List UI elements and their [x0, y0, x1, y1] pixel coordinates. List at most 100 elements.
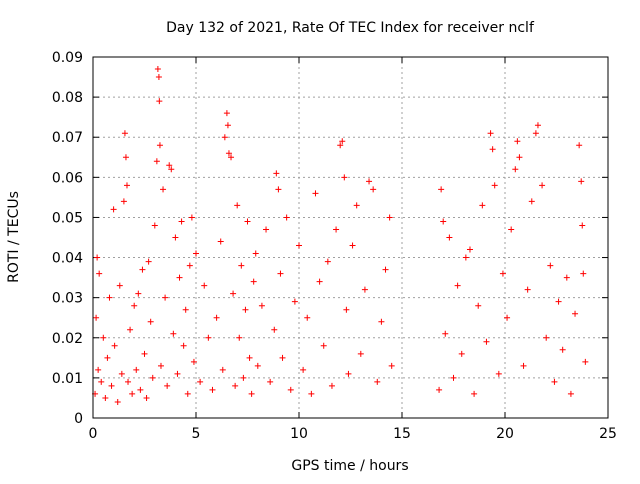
grid-lines	[93, 57, 608, 418]
roti-point	[121, 130, 128, 137]
roti-point	[582, 358, 589, 365]
roti-point	[487, 130, 494, 137]
roti-point	[328, 382, 335, 389]
y-tick-label: 0.01	[52, 371, 83, 387]
roti-point	[164, 382, 171, 389]
y-tick-label: 0.08	[52, 90, 83, 106]
x-tick-label: 5	[192, 426, 201, 442]
roti-point	[563, 274, 570, 281]
roti-point	[186, 262, 193, 269]
roti-point	[543, 334, 550, 341]
roti-point	[491, 182, 498, 189]
roti-point	[532, 130, 539, 137]
roti-point	[232, 382, 239, 389]
roti-point	[559, 346, 566, 353]
roti-point	[221, 134, 228, 141]
roti-point	[154, 66, 161, 73]
roti-point	[512, 166, 519, 173]
roti-point	[95, 366, 102, 373]
roti-point	[116, 282, 123, 289]
roti-point	[462, 254, 469, 261]
roti-point	[471, 390, 478, 397]
roti-point	[279, 354, 286, 361]
roti-point	[440, 218, 447, 225]
roti-point	[188, 214, 195, 221]
roti-point	[567, 390, 574, 397]
y-tick-label: 0.07	[52, 130, 83, 146]
roti-point	[333, 226, 340, 233]
roti-point	[94, 254, 101, 261]
roti-point	[353, 202, 360, 209]
roti-point	[308, 390, 315, 397]
roti-point	[442, 330, 449, 337]
roti-point	[118, 370, 125, 377]
roti-point	[349, 242, 356, 249]
roti-point	[180, 342, 187, 349]
roti-point	[248, 390, 255, 397]
roti-point	[572, 310, 579, 317]
roti-point	[345, 370, 352, 377]
roti-point	[258, 302, 265, 309]
roti-point	[133, 366, 140, 373]
roti-point	[108, 382, 115, 389]
x-tick-label: 25	[599, 426, 617, 442]
roti-point	[320, 342, 327, 349]
roti-point	[162, 294, 169, 301]
roti-point	[466, 246, 473, 253]
roti-point	[312, 190, 319, 197]
roti-point	[225, 150, 232, 157]
x-axis-label: GPS time / hours	[291, 458, 408, 474]
roti-point	[254, 362, 261, 369]
roti-point	[370, 186, 377, 193]
roti-point	[238, 262, 245, 269]
roti-point	[120, 198, 127, 205]
roti-point	[127, 326, 134, 333]
roti-point	[182, 306, 189, 313]
roti-point	[149, 374, 156, 381]
roti-point	[217, 238, 224, 245]
roti-point	[139, 266, 146, 273]
roti-point	[454, 282, 461, 289]
y-tick-label: 0.03	[52, 291, 83, 307]
y-tick-label: 0.06	[52, 170, 83, 186]
roti-point	[228, 154, 235, 161]
roti-point	[296, 242, 302, 249]
x-tick-label: 20	[496, 426, 514, 442]
roti-point	[504, 314, 511, 321]
roti-point	[122, 154, 129, 161]
roti-point	[576, 142, 583, 149]
roti-point	[110, 206, 117, 213]
roti-point	[137, 386, 144, 393]
roti-point	[446, 234, 453, 241]
data-points	[92, 66, 589, 405]
roti-point	[343, 306, 350, 313]
roti-point	[495, 370, 502, 377]
roti-point	[304, 314, 311, 321]
roti-point	[378, 318, 385, 325]
x-tick-label: 10	[290, 426, 308, 442]
roti-point	[436, 386, 443, 393]
x-tick-label: 15	[393, 426, 411, 442]
roti-point	[178, 218, 185, 225]
roti-point	[578, 178, 585, 185]
roti-point	[96, 270, 103, 277]
roti-point	[244, 218, 251, 225]
roti-point	[236, 334, 243, 341]
roti-point	[539, 182, 546, 189]
roti-point	[98, 378, 105, 385]
roti-point	[193, 250, 199, 257]
roti-point	[145, 258, 152, 265]
roti-point	[184, 390, 191, 397]
chart-title: Day 132 of 2021, Rate Of TEC Index for r…	[166, 20, 535, 36]
roti-point	[300, 366, 307, 373]
roti-point	[209, 386, 216, 393]
roti-point	[479, 202, 486, 209]
roti-point	[93, 314, 100, 321]
roti-point	[291, 298, 298, 305]
roti-point	[263, 226, 270, 233]
roti-point	[174, 370, 181, 377]
roti-point	[547, 262, 554, 269]
y-tick-label: 0.05	[52, 210, 83, 226]
